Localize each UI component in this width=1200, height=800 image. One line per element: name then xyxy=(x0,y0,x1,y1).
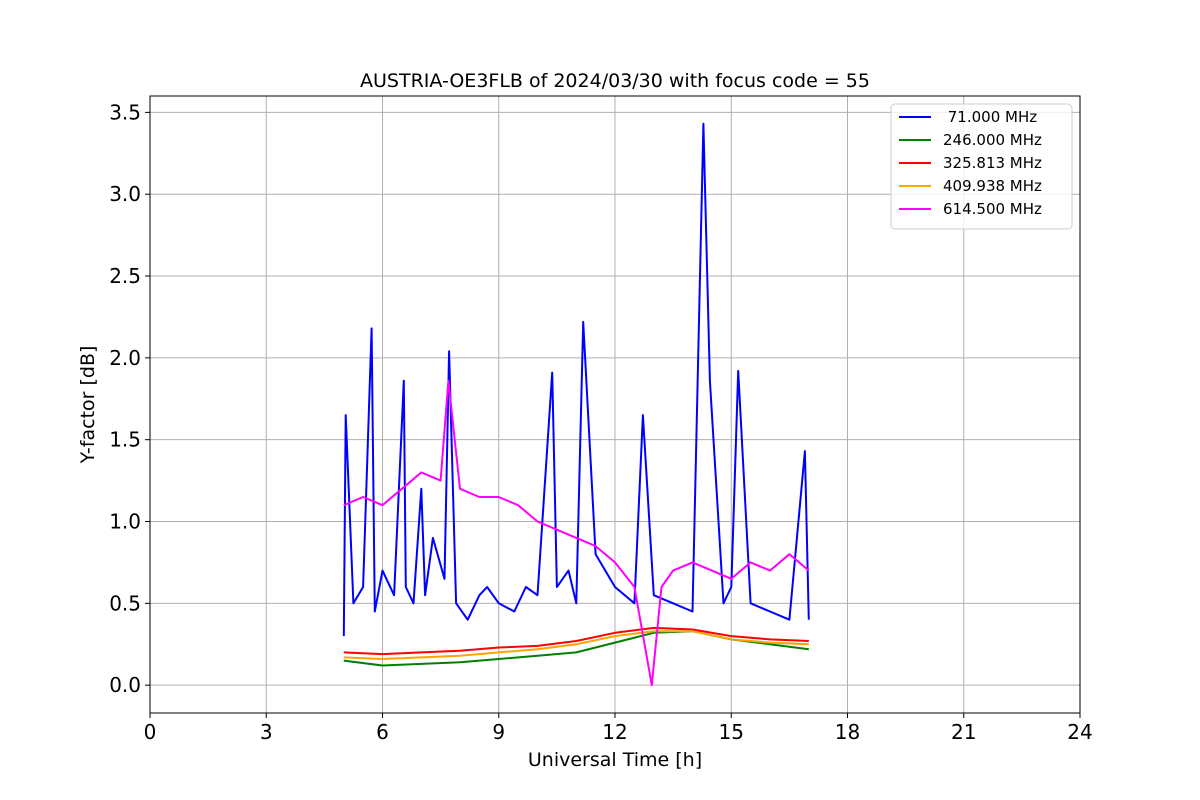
chart-title: AUSTRIA-OE3FLB of 2024/03/30 with focus … xyxy=(360,70,870,92)
legend-entry-label: 246.000 MHz xyxy=(943,131,1042,149)
y-tick-label: 1.5 xyxy=(109,428,141,452)
x-tick-label: 18 xyxy=(835,720,860,744)
series-line-4 xyxy=(343,379,810,687)
series-line-3 xyxy=(343,630,809,660)
x-tick-label: 12 xyxy=(602,720,627,744)
y-axis-label: Y-factor [dB] xyxy=(77,346,99,465)
x-axis-ticks: 0 3 6 9 12 15 18 21 24 xyxy=(144,713,1093,744)
legend-entry-label: 614.500 MHz xyxy=(943,200,1042,218)
x-axis-label: Universal Time [h] xyxy=(528,749,702,771)
series-layer xyxy=(342,122,810,687)
x-tick-label: 9 xyxy=(492,720,505,744)
y-tick-label: 0.5 xyxy=(109,591,141,615)
y-tick-label: 0.0 xyxy=(109,673,141,697)
y-tick-label: 3.0 xyxy=(109,182,141,206)
x-tick-label: 6 xyxy=(376,720,389,744)
y-tick-label: 3.5 xyxy=(109,100,141,124)
x-tick-label: 0 xyxy=(144,720,157,744)
legend: 71.000 MHz 246.000 MHz 325.813 MHz 409.938 … xyxy=(890,103,1073,230)
legend-entry-label: 325.813 MHz xyxy=(943,154,1042,172)
legend-entry-label: 409.938 MHz xyxy=(943,177,1042,195)
y-tick-label: 2.0 xyxy=(109,346,141,370)
series-line-0 xyxy=(342,122,810,637)
y-tick-label: 1.0 xyxy=(109,510,141,534)
x-tick-label: 21 xyxy=(951,720,976,744)
x-tick-label: 15 xyxy=(719,720,744,744)
x-tick-label: 24 xyxy=(1067,720,1092,744)
y-axis-ticks: 0.0 0.5 1.0 1.5 2.0 2.5 3.0 3.5 xyxy=(109,100,150,697)
legend-box xyxy=(890,103,1073,230)
y-tick-label: 2.5 xyxy=(109,264,141,288)
series-line-2 xyxy=(343,626,809,656)
x-tick-label: 3 xyxy=(260,720,273,744)
legend-entry-label: 71.000 MHz xyxy=(943,108,1037,126)
